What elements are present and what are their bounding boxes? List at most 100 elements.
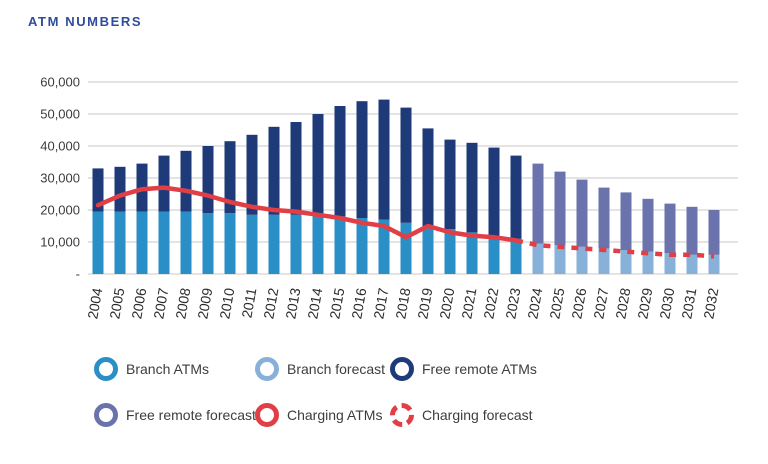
x-axis-tick-label: 2004: [84, 287, 105, 321]
bar-2032-branch-forecast: [708, 254, 720, 274]
bar-2020-free-remote: [444, 139, 456, 230]
bar-2028-free-remote-forecast: [620, 192, 632, 250]
bar-2007-branch: [158, 211, 170, 274]
x-axis-tick-label: 2013: [282, 287, 303, 321]
x-axis-tick-label: 2029: [634, 287, 655, 321]
y-axis-tick-label: 40,000: [40, 139, 80, 154]
bar-2004-free-remote: [92, 168, 104, 212]
legend-item-branch-forecast: Branch forecast: [255, 357, 390, 381]
free-remote-forecast-ring-icon: [94, 403, 118, 427]
x-axis-tick-label: 2026: [568, 287, 589, 321]
legend-label: Free remote forecast: [126, 407, 256, 423]
free-remote-atms-ring-icon: [390, 357, 414, 381]
bar-2018-free-remote: [400, 107, 412, 223]
y-axis-tick-label: 60,000: [40, 75, 80, 90]
y-axis-tick-label: 50,000: [40, 107, 80, 122]
bar-2005-branch: [114, 211, 126, 274]
bar-2012-branch: [268, 214, 280, 274]
y-axis-tick-label: 10,000: [40, 235, 80, 250]
bar-2029-free-remote-forecast: [642, 198, 654, 252]
x-axis-tick-label: 2027: [590, 287, 611, 321]
x-axis-tick-label: 2014: [304, 287, 325, 321]
bar-2007-free-remote: [158, 155, 170, 212]
bar-2030-free-remote-forecast: [664, 203, 676, 254]
bar-2017-branch: [378, 219, 390, 274]
bar-2027-branch-forecast: [598, 248, 610, 274]
bar-2011-branch: [246, 214, 258, 274]
x-axis-tick-label: 2015: [326, 287, 347, 321]
bar-2023-free-remote: [510, 155, 522, 239]
bar-2030-branch-forecast: [664, 253, 676, 274]
x-axis-tick-label: 2032: [700, 287, 721, 321]
bar-2018-branch: [400, 222, 412, 274]
bar-2008-branch: [180, 211, 192, 274]
bar-2024-free-remote-forecast: [532, 163, 544, 244]
x-axis-tick-label: 2031: [678, 287, 699, 321]
bar-2009-branch: [202, 213, 214, 274]
x-axis-tick-label: 2016: [348, 287, 369, 321]
legend-label: Branch ATMs: [126, 361, 209, 377]
x-axis-tick-label: 2017: [370, 287, 391, 321]
x-axis-tick-label: 2019: [414, 287, 435, 321]
branch-forecast-ring-icon: [255, 357, 279, 381]
bar-2014-branch: [312, 214, 324, 274]
bar-2008-free-remote: [180, 150, 192, 212]
bar-2022-free-remote: [488, 147, 500, 236]
bar-2015-branch: [334, 216, 346, 274]
x-axis-tick-label: 2028: [612, 287, 633, 321]
bar-2023-branch: [510, 238, 522, 274]
legend-item-charging-forecast: Charging forecast: [390, 403, 537, 427]
x-axis-tick-label: 2023: [502, 287, 523, 321]
bar-2010-branch: [224, 213, 236, 274]
bar-2020-branch: [444, 229, 456, 274]
bar-2011-free-remote: [246, 134, 258, 215]
x-axis-tick-label: 2024: [524, 287, 545, 321]
x-axis-tick-label: 2006: [128, 287, 149, 321]
page-title: ATM NUMBERS: [28, 14, 143, 29]
y-axis-tick-label: 30,000: [40, 171, 80, 186]
bar-2010-free-remote: [224, 141, 236, 214]
branch-atms-ring-icon: [94, 357, 118, 381]
bar-2017-free-remote: [378, 99, 390, 220]
bar-2005-free-remote: [114, 166, 126, 212]
legend-item-branch-atms: Branch ATMs: [94, 357, 255, 381]
x-axis-tick-label: 2021: [458, 287, 479, 321]
bar-2026-free-remote-forecast: [576, 179, 588, 247]
chart-legend: Branch ATMs Branch forecast Free remote …: [94, 357, 537, 427]
x-axis-tick-label: 2020: [436, 287, 457, 321]
bar-2013-free-remote: [290, 122, 302, 215]
bar-2032-free-remote-forecast: [708, 210, 720, 255]
charging-atms-ring-icon: [255, 403, 279, 427]
legend-label: Charging forecast: [422, 407, 533, 423]
x-axis-tick-label: 2009: [194, 287, 215, 321]
bar-2028-branch-forecast: [620, 250, 632, 274]
bar-2012-free-remote: [268, 126, 280, 215]
x-axis-tick-label: 2018: [392, 287, 413, 321]
bar-2006-branch: [136, 211, 148, 274]
bar-2004-branch: [92, 211, 104, 274]
bar-2009-free-remote: [202, 146, 214, 214]
bar-2024-branch-forecast: [532, 243, 544, 274]
atm-chart: 60,00050,00040,00030,00020,00010,000-200…: [40, 75, 738, 321]
bar-2016-branch: [356, 218, 368, 274]
x-axis-tick-label: 2005: [106, 287, 127, 321]
x-axis-tick-label: 2010: [216, 287, 237, 321]
bar-2019-free-remote: [422, 128, 434, 226]
bar-2031-free-remote-forecast: [686, 206, 698, 255]
bar-2014-free-remote: [312, 114, 324, 215]
x-axis-tick-label: 2007: [150, 287, 171, 321]
charging-forecast-ring-icon: [390, 403, 414, 427]
bar-2027-free-remote-forecast: [598, 187, 610, 249]
bar-2026-branch-forecast: [576, 246, 588, 274]
x-axis-tick-label: 2025: [546, 287, 567, 321]
bar-2029-branch-forecast: [642, 251, 654, 274]
bar-2019-branch: [422, 226, 434, 274]
legend-label: Branch forecast: [287, 361, 386, 377]
bar-2015-free-remote: [334, 106, 346, 217]
x-axis-tick-label: 2008: [172, 287, 193, 321]
bar-2031-branch-forecast: [686, 254, 698, 274]
x-axis-tick-label: 2011: [238, 287, 259, 320]
bar-2025-free-remote-forecast: [554, 171, 566, 246]
x-axis-tick-label: 2030: [656, 287, 677, 321]
